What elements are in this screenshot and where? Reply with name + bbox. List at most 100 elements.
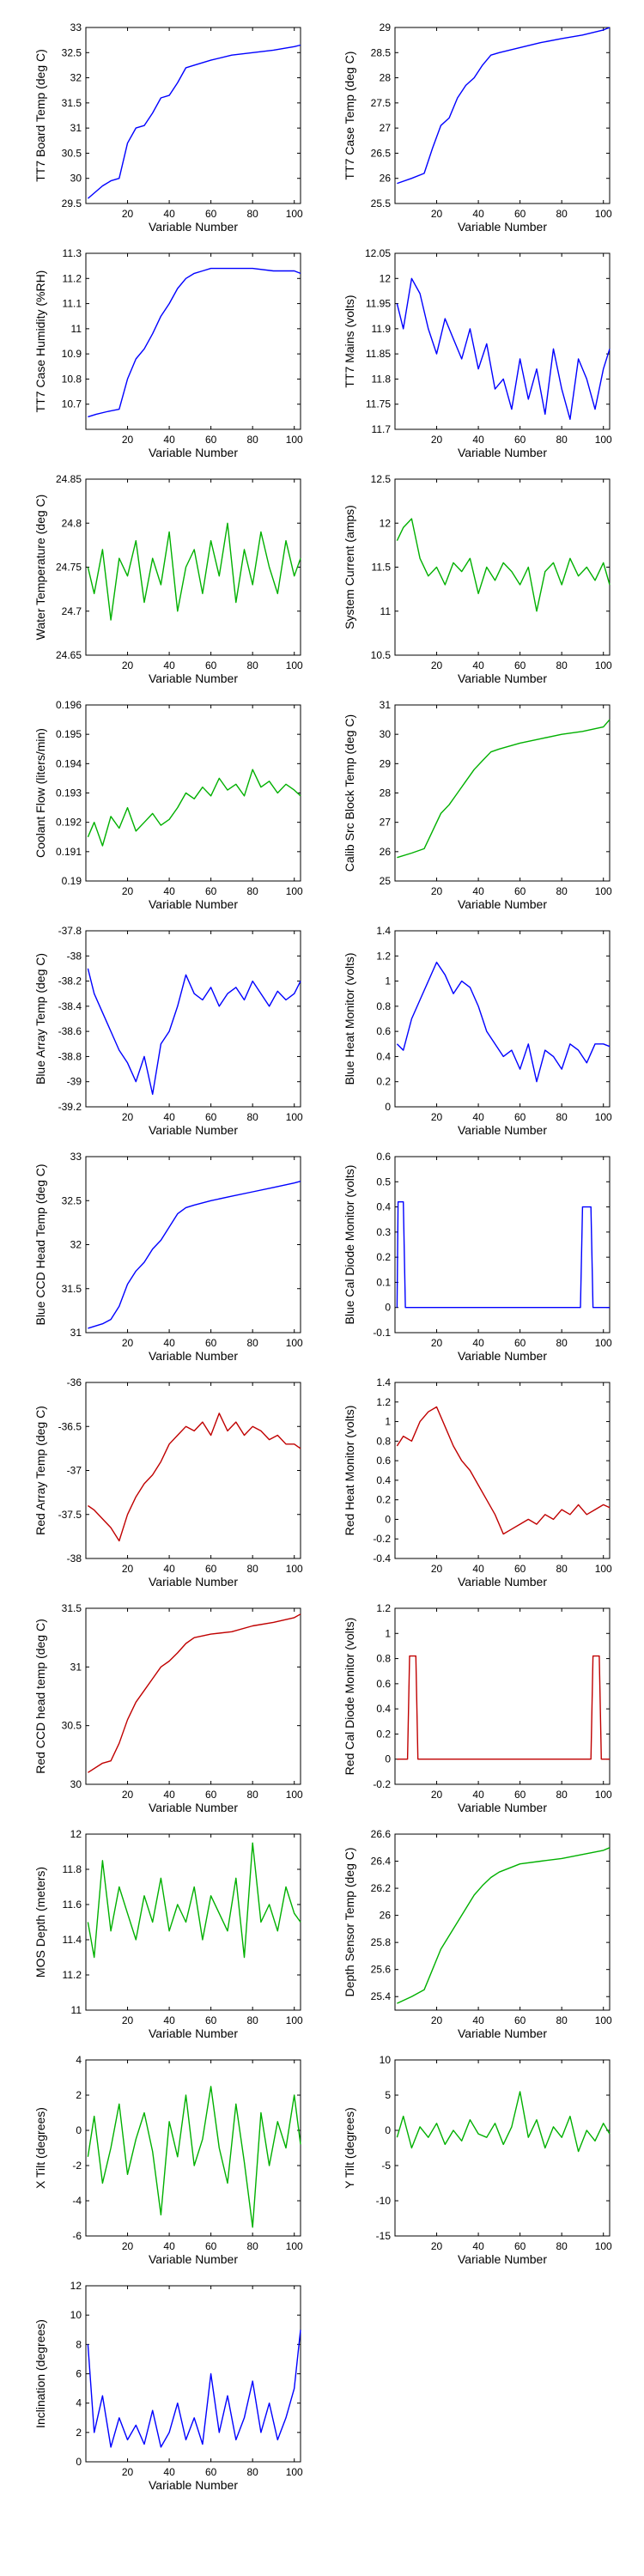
series-line-1 <box>88 1613 301 1773</box>
y-tick-label: 31.5 <box>62 1602 82 1614</box>
series-line-1 <box>397 1847 611 2004</box>
plot-frame <box>85 1156 301 1334</box>
y-tick-label: 10 <box>380 2054 392 2066</box>
plot-frame <box>85 704 301 882</box>
x-tick-label: 60 <box>205 1111 217 1123</box>
y-tick-label: -0.2 <box>373 1533 391 1545</box>
y-tick-label: 0.4 <box>376 1201 391 1213</box>
x-tick-label: 60 <box>205 885 217 897</box>
y-tick-label: -39 <box>67 1076 82 1088</box>
y-tick-label: 25.4 <box>371 1990 392 2002</box>
x-tick-label: 100 <box>286 885 303 897</box>
y-axis-label: Red CCD head temp (deg C) <box>33 1619 47 1774</box>
y-axis-label: Inclination (degrees) <box>33 2319 47 2428</box>
y-axis-label: TT7 Board Temp (deg C) <box>33 49 47 182</box>
x-tick-label: 20 <box>122 1111 134 1123</box>
y-tick-label: 26 <box>380 173 392 185</box>
y-tick-label: 1.2 <box>376 1602 391 1614</box>
y-tick-label: 11.5 <box>372 562 392 574</box>
y-tick-label: -4 <box>72 2195 82 2207</box>
x-tick-label: 20 <box>122 1563 134 1575</box>
y-tick-label: 1 <box>385 1627 391 1639</box>
y-tick-label: 10 <box>70 2309 82 2321</box>
y-tick-label: 11.95 <box>366 298 391 310</box>
x-axis-label: Variable Number <box>458 1575 547 1589</box>
y-tick-label: 11 <box>71 2004 82 2016</box>
y-axis-label: X Tilt (degrees) <box>33 2107 47 2189</box>
x-tick-label: 80 <box>246 885 258 897</box>
y-tick-label: 12 <box>380 272 392 284</box>
y-tick-label: 0.19 <box>62 875 82 887</box>
plot-frame <box>394 704 611 882</box>
plot-frame <box>394 252 611 430</box>
x-tick-label: 100 <box>286 2014 303 2026</box>
y-tick-label: 26 <box>380 846 392 858</box>
y-tick-label: 0 <box>76 2124 82 2136</box>
y-tick-label: 0.2 <box>376 1251 391 1263</box>
y-tick-label: 33 <box>70 21 82 33</box>
y-tick-label: 1.2 <box>376 1396 391 1408</box>
y-tick-label: 29.5 <box>62 197 82 210</box>
y-axis-label: Red Array Temp (deg C) <box>33 1406 47 1535</box>
y-tick-label: 2 <box>76 2089 82 2101</box>
y-tick-label: 31 <box>70 1661 82 1673</box>
y-tick-label: 0.6 <box>376 1151 391 1163</box>
plot-frame <box>394 2059 611 2237</box>
y-tick-label: -36.5 <box>58 1420 82 1432</box>
x-axis-label: Variable Number <box>458 897 547 911</box>
y-tick-label: 0.2 <box>376 1076 391 1088</box>
x-tick-label: 100 <box>286 1337 303 1349</box>
y-tick-label: -15 <box>376 2230 392 2242</box>
y-tick-label: 27 <box>380 817 392 829</box>
x-tick-label: 20 <box>122 208 134 220</box>
x-tick-label: 80 <box>246 2466 258 2478</box>
plot-frame <box>394 930 611 1108</box>
x-tick-label: 100 <box>595 1563 612 1575</box>
y-tick-label: 0.8 <box>376 1435 391 1447</box>
x-axis-label: Variable Number <box>149 220 238 234</box>
x-tick-label: 20 <box>431 1563 443 1575</box>
x-tick-label: 40 <box>472 1111 484 1123</box>
x-tick-label: 40 <box>472 434 484 446</box>
y-tick-label: 0.5 <box>376 1176 391 1188</box>
x-tick-label: 60 <box>205 1563 217 1575</box>
x-tick-label: 20 <box>431 659 443 671</box>
y-tick-label: 25 <box>380 875 392 887</box>
y-tick-label: 24.75 <box>56 562 82 574</box>
x-axis-label: Variable Number <box>149 671 238 685</box>
y-tick-label: 24.7 <box>62 605 82 617</box>
y-tick-label: 11.7 <box>372 423 392 435</box>
x-tick-label: 60 <box>205 2014 217 2026</box>
plot-frame <box>85 930 301 1108</box>
y-tick-label: 6 <box>76 2368 82 2380</box>
y-axis-label: Depth Sensor Temp (deg C) <box>343 1847 356 1996</box>
y-tick-label: 27.5 <box>371 97 392 109</box>
y-tick-label: 10.9 <box>62 348 82 360</box>
x-tick-label: 20 <box>122 2466 134 2478</box>
x-tick-label: 40 <box>472 1563 484 1575</box>
y-tick-label: 0.1 <box>376 1276 391 1288</box>
plot-frame <box>394 1382 611 1559</box>
x-tick-label: 80 <box>556 208 568 220</box>
x-tick-label: 60 <box>205 434 217 446</box>
plot-frame <box>85 1607 301 1785</box>
x-tick-label: 60 <box>205 2466 217 2478</box>
x-tick-label: 40 <box>472 2240 484 2252</box>
y-tick-label: -38 <box>67 1552 82 1564</box>
x-tick-label: 100 <box>286 1111 303 1123</box>
y-axis-label: Coolant Flow (liters/min) <box>33 728 47 858</box>
y-tick-label: 12 <box>70 1828 82 1840</box>
y-tick-label: 11.2 <box>63 1969 82 1981</box>
series-line-1 <box>88 1181 301 1329</box>
x-tick-label: 80 <box>246 208 258 220</box>
y-tick-label: 11.3 <box>63 247 82 259</box>
y-tick-label: 8 <box>76 2338 82 2350</box>
chart-7: 20 40 60 80 100 0.19 0.191 0.192 0.193 0.194 0.195… <box>33 699 303 911</box>
chart-13: 20 40 60 80 100 -38 -37.5 -37 -36.5 -36 Variable N… <box>33 1376 303 1589</box>
y-tick-label: 30.5 <box>62 147 82 159</box>
series-line-1 <box>87 1413 301 1542</box>
series-line-1 <box>87 2330 301 2448</box>
x-tick-label: 60 <box>514 885 526 897</box>
y-axis-label: Red Cal Diode Monitor (volts) <box>343 1618 356 1776</box>
x-tick-label: 20 <box>122 1789 134 1801</box>
